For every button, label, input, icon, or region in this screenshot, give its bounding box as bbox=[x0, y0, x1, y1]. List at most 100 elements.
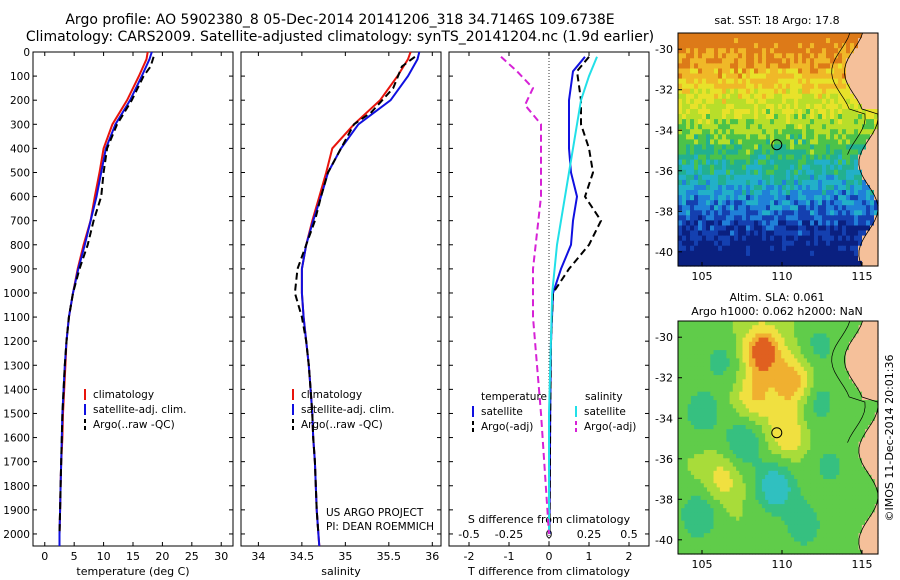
map-cell bbox=[800, 358, 805, 364]
map-cell bbox=[706, 124, 711, 130]
map-cell bbox=[830, 240, 835, 247]
map-cell bbox=[723, 404, 727, 409]
map-cell bbox=[870, 149, 875, 156]
map-cell bbox=[774, 474, 779, 480]
map-cell bbox=[838, 255, 843, 262]
map-cell bbox=[754, 260, 759, 267]
map-cell bbox=[784, 420, 789, 426]
map-cell bbox=[678, 250, 683, 257]
map-cell bbox=[758, 441, 763, 447]
map-cell bbox=[684, 458, 689, 464]
map-cell bbox=[782, 225, 787, 232]
map-cell bbox=[714, 190, 719, 196]
map-cell bbox=[774, 391, 779, 397]
map-cell bbox=[706, 185, 711, 191]
map-cell bbox=[694, 154, 699, 161]
map-cell bbox=[790, 375, 795, 380]
map-cell bbox=[749, 358, 753, 364]
map-cell bbox=[754, 114, 759, 120]
map-cell bbox=[850, 109, 855, 115]
map-cell bbox=[784, 366, 789, 372]
plot-title: Argo profile: AO 5902380_8 05-Dec-2014 2… bbox=[65, 12, 615, 28]
map-cell bbox=[694, 210, 699, 216]
map-cell bbox=[814, 83, 819, 90]
map-cell bbox=[732, 458, 737, 464]
map-cell bbox=[698, 185, 703, 191]
map-cell bbox=[736, 474, 740, 480]
map-cell bbox=[762, 159, 767, 166]
map-cell bbox=[678, 154, 683, 161]
map-cell bbox=[866, 48, 871, 54]
map-cell bbox=[758, 119, 763, 125]
map-cell bbox=[722, 260, 727, 267]
map-cell bbox=[838, 169, 843, 176]
map-cell bbox=[710, 408, 715, 414]
map-cell bbox=[690, 370, 695, 376]
map-cell bbox=[800, 429, 805, 434]
map-cell bbox=[806, 88, 811, 95]
map-cell bbox=[703, 479, 708, 484]
map-cell bbox=[834, 245, 839, 252]
map-cell bbox=[778, 154, 783, 161]
map-cell bbox=[746, 255, 751, 262]
map-cell bbox=[810, 119, 815, 125]
map-cell bbox=[754, 119, 759, 125]
map-cell bbox=[754, 73, 759, 80]
map-cell bbox=[746, 38, 751, 44]
map-cell bbox=[806, 58, 811, 64]
map-cell bbox=[732, 337, 737, 343]
map-cell bbox=[834, 250, 839, 257]
map-cell bbox=[778, 144, 783, 151]
map-cell bbox=[755, 362, 760, 368]
map-cell bbox=[694, 190, 699, 196]
map-cell bbox=[794, 53, 799, 59]
map-cell bbox=[842, 83, 847, 90]
map-cell bbox=[842, 210, 847, 216]
map-cell bbox=[714, 119, 719, 125]
map-cell bbox=[686, 109, 691, 115]
map-cell bbox=[761, 441, 766, 447]
map-cell bbox=[765, 437, 769, 443]
map-cell bbox=[836, 387, 840, 393]
map-cell bbox=[761, 358, 766, 364]
map-cell bbox=[818, 43, 823, 49]
map-cell bbox=[858, 200, 863, 206]
map-cell bbox=[781, 458, 785, 464]
map-cell bbox=[874, 164, 879, 171]
map-cell bbox=[690, 400, 695, 405]
map-cell bbox=[710, 109, 715, 115]
map-cell bbox=[716, 466, 721, 472]
map-cell bbox=[726, 154, 731, 161]
map-cell bbox=[850, 154, 855, 161]
map-cell bbox=[694, 73, 699, 80]
map-cell bbox=[758, 230, 763, 237]
map-cell bbox=[842, 185, 847, 191]
map-cell bbox=[734, 255, 739, 262]
map-cell bbox=[697, 416, 702, 422]
map-cell bbox=[765, 466, 769, 472]
map-cell bbox=[870, 58, 875, 64]
map-cell bbox=[842, 63, 847, 70]
map-cell bbox=[842, 179, 847, 186]
map-cell bbox=[774, 420, 779, 426]
map-cell bbox=[834, 255, 839, 262]
map-cell bbox=[690, 169, 695, 176]
map-cell bbox=[794, 321, 798, 326]
map-cell bbox=[787, 458, 792, 464]
map-cell bbox=[803, 400, 808, 405]
map-cell bbox=[766, 260, 771, 267]
map-cell bbox=[758, 462, 763, 468]
map-cell bbox=[790, 134, 795, 140]
map-cell bbox=[826, 58, 831, 64]
map-cell bbox=[836, 400, 840, 405]
map-cell bbox=[681, 362, 685, 368]
map-cell bbox=[842, 139, 847, 146]
map-cell bbox=[794, 159, 799, 166]
map-cell bbox=[870, 255, 875, 262]
map-cell bbox=[826, 73, 831, 80]
map-cell bbox=[786, 169, 791, 176]
map-cell bbox=[782, 164, 787, 171]
map-cell bbox=[794, 420, 798, 426]
map-cell bbox=[850, 149, 855, 156]
map-cell bbox=[806, 63, 811, 70]
